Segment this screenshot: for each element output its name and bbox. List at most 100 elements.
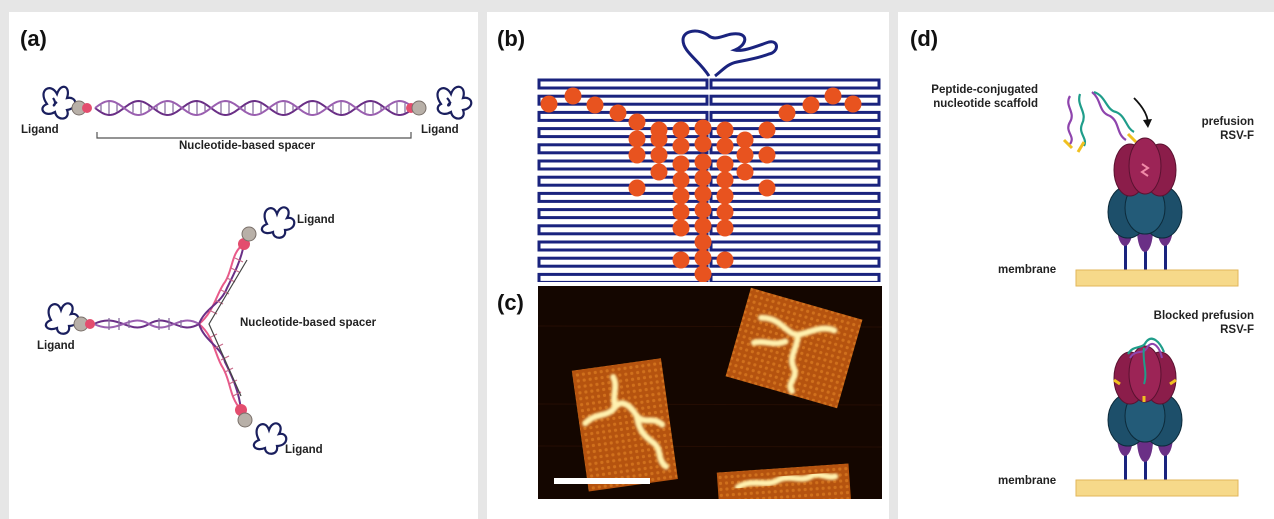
afm-tile-1 (725, 287, 863, 409)
scaffold-row (709, 191, 881, 203)
ligand-icon-branched-top (238, 206, 296, 250)
scaffold-row (709, 256, 881, 268)
arrow-head-icon (1143, 119, 1152, 128)
ligand-label-linear-right: Ligand (421, 124, 459, 136)
afm-image (538, 286, 882, 499)
branched-spacer-bracket (208, 259, 248, 397)
ligand-icon-linear-left (41, 85, 92, 120)
design-dot (650, 130, 668, 148)
panel-d: (d) (898, 12, 1274, 519)
membrane-label-top: membrane (998, 264, 1057, 276)
scaffold-icon (1062, 90, 1138, 153)
scaffold-row (709, 175, 881, 187)
panel-d-diagram (1062, 90, 1239, 497)
design-dot (628, 130, 646, 148)
design-dot (716, 137, 734, 155)
design-dot (672, 171, 690, 189)
panel-d-label: (d) (910, 26, 939, 51)
design-dot (694, 185, 712, 203)
scaffold-row (537, 94, 709, 106)
ligand-icon-branched-left (44, 302, 95, 335)
origami-design-diagram (537, 29, 881, 282)
design-dot (716, 187, 734, 205)
panel-a-label: (a) (20, 26, 47, 51)
design-dot (716, 121, 734, 139)
design-dot (824, 87, 842, 105)
scaffold-row (709, 208, 881, 220)
scaffold-row (709, 94, 881, 106)
membrane-top (1075, 269, 1239, 287)
rsv-f-protein-icon-top (1107, 137, 1183, 278)
branched-helix (93, 243, 245, 411)
rsv-f-protein-icon-bottom (1107, 337, 1183, 486)
design-dot (716, 203, 734, 221)
scaffold-row (709, 272, 881, 282)
ligand-label-branched-top: Ligand (297, 214, 335, 226)
design-dot (694, 249, 712, 267)
design-dot (650, 146, 668, 164)
design-dot (694, 233, 712, 251)
design-dot (586, 96, 604, 114)
design-dot (736, 131, 754, 149)
prefusion-label-line2: RSV-F (1220, 130, 1254, 142)
design-dot (778, 104, 796, 122)
blocked-label-line2: RSV-F (1220, 324, 1254, 336)
design-dot (564, 87, 582, 105)
panel-b-c: (b) (c) (487, 12, 889, 519)
blocked-label-line1: Blocked prefusion (1153, 310, 1254, 322)
afm-tile-2 (571, 358, 678, 492)
design-dots (540, 87, 862, 282)
panel-c-label: (c) (497, 290, 524, 315)
design-dot (650, 163, 668, 181)
design-dot (736, 146, 754, 164)
scaffold-label-line2: nucleotide scaffold (933, 98, 1038, 110)
spacer-label-linear: Nucleotide-based spacer (179, 140, 316, 152)
design-dot (758, 146, 776, 164)
scaffold-row (537, 240, 709, 252)
linear-helix (94, 99, 412, 117)
design-dot (672, 155, 690, 173)
panel-a-diagram (41, 85, 473, 455)
scaffold-row (709, 159, 881, 171)
panel-a: (a) (9, 12, 478, 519)
spacer-label-branched: Nucleotide-based spacer (240, 317, 377, 329)
design-dot (540, 95, 558, 113)
scaffold-row (537, 78, 709, 90)
scaffold-row (709, 78, 881, 90)
design-dot (802, 96, 820, 114)
design-dot (672, 251, 690, 269)
design-dot (716, 219, 734, 237)
design-dot (672, 203, 690, 221)
design-dot (694, 217, 712, 235)
design-dot (844, 95, 862, 113)
design-dot (716, 251, 734, 269)
scale-bar (554, 478, 650, 484)
scaffold-label-line1: Peptide-conjugated (931, 84, 1038, 96)
scaffold-row (709, 224, 881, 236)
design-dot (716, 171, 734, 189)
design-dot (628, 179, 646, 197)
design-dot (758, 121, 776, 139)
membrane-label-bottom: membrane (998, 475, 1057, 487)
design-dot (716, 155, 734, 173)
design-dot (694, 169, 712, 187)
scaffold-row (709, 240, 881, 252)
design-dot (694, 201, 712, 219)
design-dot (694, 135, 712, 153)
design-dot (736, 163, 754, 181)
afm-image-content (538, 287, 882, 499)
design-dot (694, 119, 712, 137)
design-dot (672, 121, 690, 139)
scaffold-row (709, 143, 881, 155)
panel-b-label: (b) (497, 26, 526, 51)
linear-spacer-bracket (96, 132, 412, 139)
design-dot (628, 146, 646, 164)
design-dot (672, 219, 690, 237)
design-dot (758, 179, 776, 197)
scaffold-loop (681, 29, 778, 78)
scaffold-row (537, 272, 709, 282)
design-dot (609, 104, 627, 122)
design-dot (694, 265, 712, 282)
ligand-icon-branched-bottom (235, 404, 288, 455)
ligand-icon-linear-right (406, 85, 473, 120)
